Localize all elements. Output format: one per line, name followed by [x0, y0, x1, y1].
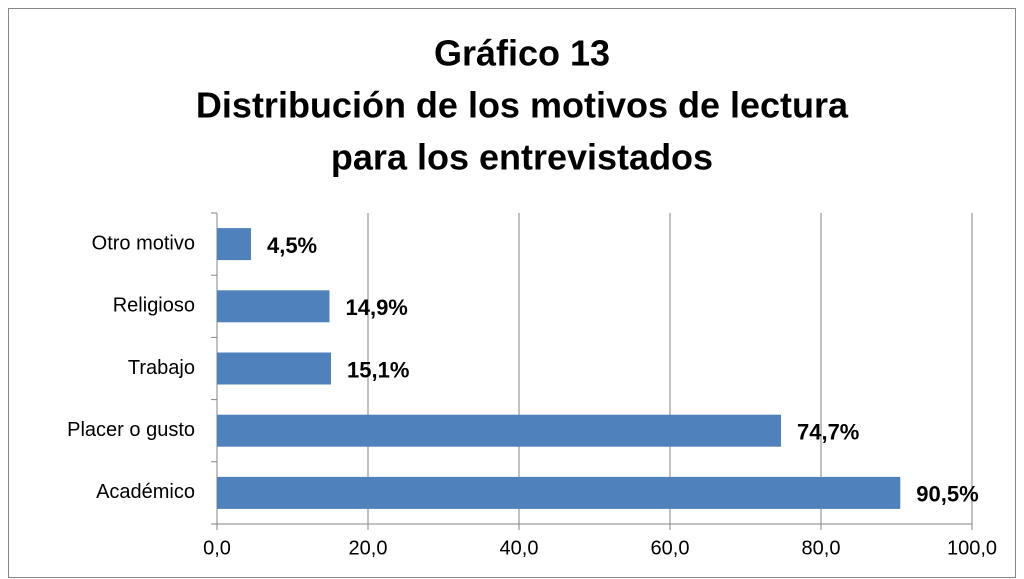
value-label: 14,9% [345, 295, 407, 320]
chart-title: para los entrevistados [331, 137, 713, 178]
bar [217, 352, 332, 385]
y-tick-label: Religioso [113, 295, 195, 317]
y-tick-label: Otro motivo [92, 232, 195, 254]
x-tick-label: 40,0 [500, 537, 539, 559]
bar [217, 414, 781, 447]
y-tick-label: Placer o gusto [67, 419, 195, 441]
value-label: 15,1% [347, 357, 409, 382]
value-label: 4,5% [267, 233, 317, 258]
x-tick-label: 0,0 [203, 537, 231, 559]
bar [217, 476, 901, 509]
bar [217, 228, 251, 261]
y-tick-label: Trabajo [128, 357, 195, 379]
x-tick-label: 100,0 [947, 537, 997, 559]
chart-title: Distribución de los motivos de lectura [196, 85, 849, 126]
y-tick-label: Académico [96, 481, 195, 503]
value-label: 90,5% [916, 482, 978, 507]
x-tick-label: 60,0 [651, 537, 690, 559]
bar [217, 290, 330, 323]
x-tick-label: 20,0 [349, 537, 388, 559]
x-tick-label: 80,0 [802, 537, 841, 559]
value-label: 74,7% [797, 420, 859, 445]
chart-title: Gráfico 13 [434, 33, 610, 74]
